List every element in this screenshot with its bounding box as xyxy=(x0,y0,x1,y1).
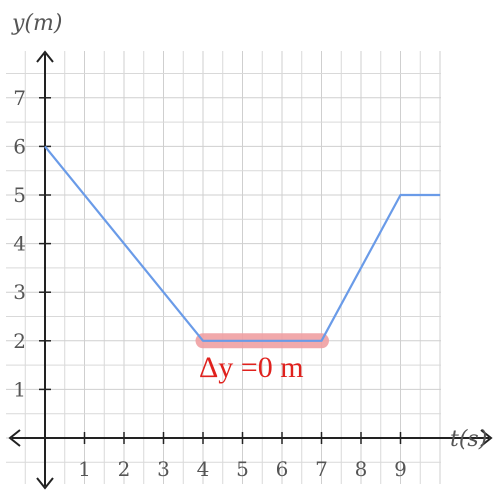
x-tick-label: 8 xyxy=(355,457,368,481)
x-axis-arrow-right xyxy=(480,429,493,447)
x-tick-label: 1 xyxy=(78,457,91,481)
y-tick-label: 7 xyxy=(13,86,26,110)
x-tick-label: 5 xyxy=(236,457,249,481)
y-tick-label: 4 xyxy=(13,232,26,256)
y-tick-label: 1 xyxy=(13,377,26,401)
y-axis-label: y(m) xyxy=(11,11,62,36)
x-axis-label: t(s) xyxy=(450,427,487,452)
y-tick-label: 2 xyxy=(13,329,26,353)
x-tick-label: 9 xyxy=(394,457,407,481)
delta-y-annotation: Δy =0 m xyxy=(199,351,304,384)
y-axis-arrow-bottom xyxy=(36,477,54,490)
grid xyxy=(6,51,441,484)
axes xyxy=(8,50,493,490)
marks xyxy=(44,145,440,349)
ticks: 1 2 3 4 5 6 7 8 9 1 2 3 4 5 6 7 xyxy=(13,86,407,481)
x-tick-label: 4 xyxy=(197,457,210,481)
x-tick-label: 7 xyxy=(315,457,328,481)
x-tick-label: 2 xyxy=(118,457,131,481)
x-axis-arrow-left xyxy=(8,429,21,447)
y-tick-label: 3 xyxy=(13,280,26,304)
y-axis-arrow-top xyxy=(36,50,54,63)
position-line xyxy=(44,145,440,342)
x-tick-label: 3 xyxy=(157,457,170,481)
y-tick-label: 6 xyxy=(13,134,26,158)
y-tick-label: 5 xyxy=(13,183,26,207)
x-tick-label: 6 xyxy=(276,457,289,481)
